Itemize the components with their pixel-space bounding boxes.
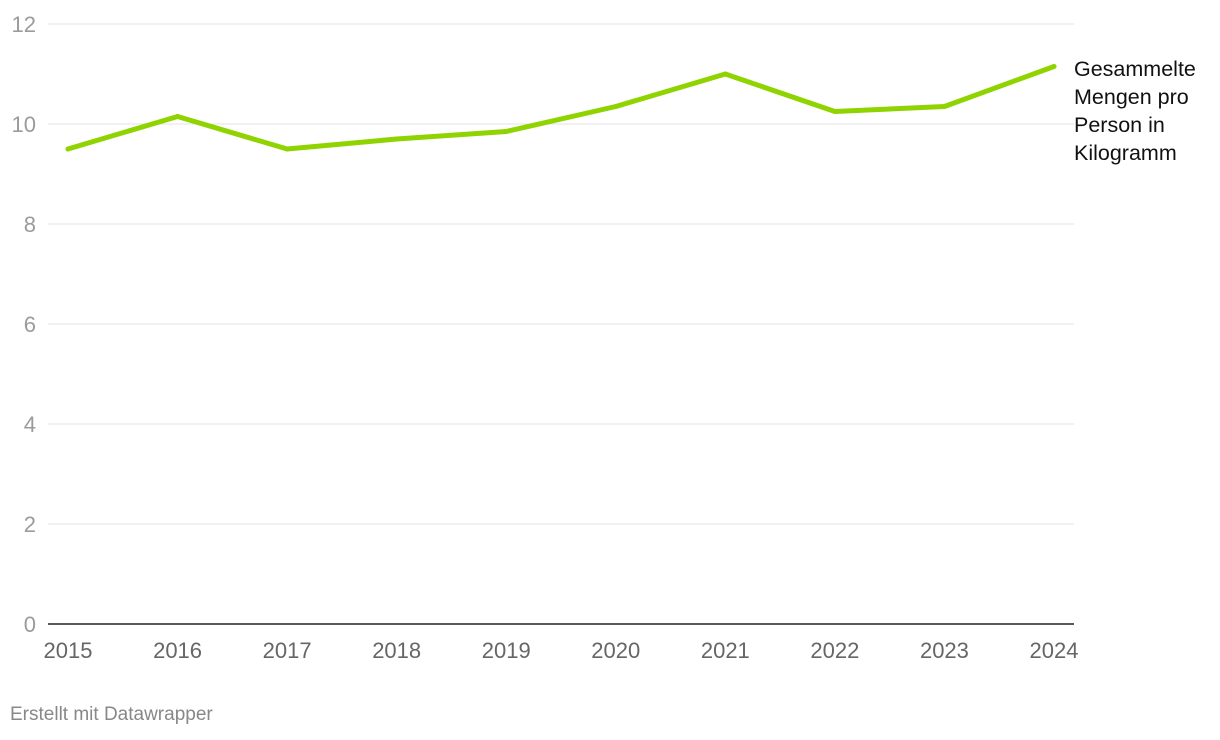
y-tick-label: 10 [12,112,36,137]
data-point [832,109,838,114]
x-tick-label: 2017 [263,638,312,663]
data-point [65,146,71,152]
y-tick-label: 8 [24,212,36,237]
series-label: Gesammelte Mengen pro Person in Kilogram… [1074,57,1196,165]
y-axis-labels: 0 2 4 6 8 10 12 [12,12,36,637]
data-point [503,129,509,134]
footer-credit: Erstellt mit Datawrapper [10,704,213,725]
series-lines [65,64,1057,152]
data-point [394,136,400,142]
x-tick-label: 2021 [701,638,750,663]
data-point [284,146,290,152]
x-tick-label: 2018 [372,638,421,663]
y-tick-label: 2 [24,512,36,537]
y-tick-label: 12 [12,12,36,37]
x-tick-label: 2016 [153,638,202,663]
data-point [941,104,947,109]
series-line [65,64,1057,152]
data-point [175,114,181,119]
y-tick-label: 4 [24,412,36,437]
x-tick-label: 2019 [482,638,531,663]
y-tick-label: 6 [24,312,36,337]
gridlines [48,23,1074,625]
data-point [613,104,619,109]
x-tick-label: 2022 [810,638,859,663]
y-tick-label: 0 [24,612,36,637]
data-point [722,71,728,77]
x-tick-label: 2024 [1030,638,1079,663]
x-axis-labels: 2015 2016 2017 2018 2019 2020 2021 2022 2023 2024 [44,638,1079,663]
x-tick-label: 2023 [920,638,969,663]
x-tick-label: 2020 [591,638,640,663]
x-tick-label: 2015 [44,638,93,663]
data-point [1051,64,1057,69]
